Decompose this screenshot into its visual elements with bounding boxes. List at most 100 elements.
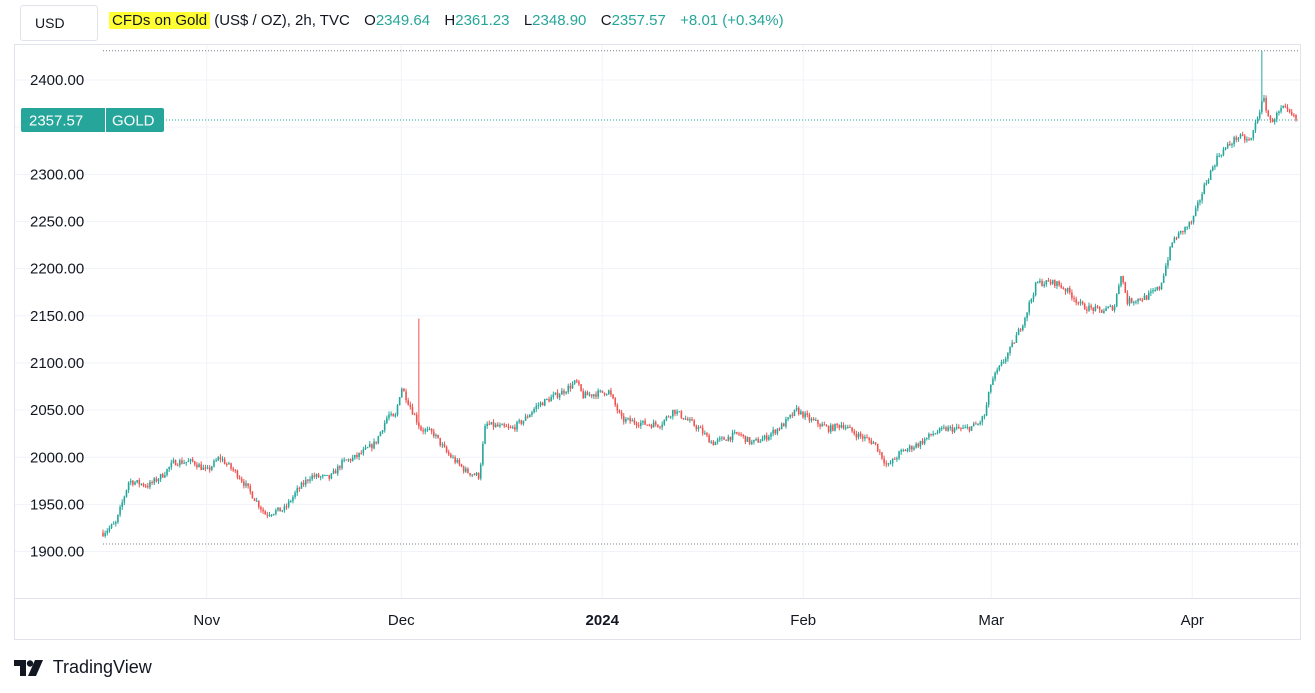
candle-body bbox=[247, 483, 249, 487]
candle-body bbox=[1133, 302, 1135, 304]
candle-body bbox=[669, 416, 672, 418]
candle-body bbox=[533, 408, 535, 413]
candle-body bbox=[1098, 307, 1101, 310]
candle-body bbox=[253, 498, 256, 502]
candle-body bbox=[208, 467, 211, 470]
candle-body bbox=[727, 436, 730, 441]
candle-body bbox=[1135, 301, 1137, 303]
candle-body bbox=[1013, 342, 1016, 344]
candle-body bbox=[678, 411, 681, 413]
candle-body bbox=[409, 404, 412, 407]
candle-body bbox=[266, 514, 269, 516]
candle-body bbox=[667, 416, 670, 418]
candle-body bbox=[800, 411, 802, 415]
candle-body bbox=[893, 458, 896, 460]
candle-body bbox=[108, 527, 111, 531]
candle-body bbox=[270, 514, 273, 516]
candle-body bbox=[371, 444, 373, 449]
candle-body bbox=[174, 460, 177, 466]
candle-body bbox=[443, 444, 446, 447]
candle-body bbox=[313, 475, 316, 477]
candle-body bbox=[115, 522, 117, 524]
candle-body bbox=[1261, 101, 1263, 113]
candle-body bbox=[191, 459, 194, 462]
candle-body bbox=[368, 444, 371, 448]
candle-body bbox=[196, 464, 198, 468]
candle-body bbox=[1231, 144, 1233, 146]
candle-body bbox=[223, 459, 226, 465]
tradingview-branding[interactable]: TradingView bbox=[14, 655, 152, 679]
candle-body bbox=[558, 394, 561, 398]
candle-body bbox=[311, 475, 313, 480]
candle-body bbox=[695, 425, 698, 429]
candle-body bbox=[776, 428, 779, 434]
candle-body bbox=[1275, 113, 1278, 120]
candle-body bbox=[1100, 309, 1103, 313]
candle-body bbox=[279, 507, 281, 512]
candle-body bbox=[236, 470, 239, 478]
candle-body bbox=[386, 417, 388, 423]
candle-body bbox=[445, 446, 448, 453]
currency-selector[interactable]: USD bbox=[20, 5, 98, 41]
candle-body bbox=[561, 390, 563, 395]
candle-body bbox=[200, 464, 202, 470]
candle-body bbox=[748, 437, 751, 444]
candle-body bbox=[358, 452, 360, 458]
symbol-name[interactable]: CFDs on Gold bbox=[109, 12, 211, 29]
candle-body bbox=[550, 397, 552, 402]
candle-body bbox=[1045, 280, 1048, 285]
candle-body bbox=[168, 466, 170, 470]
candle-body bbox=[304, 479, 307, 485]
candle-body bbox=[770, 433, 772, 437]
candle-body bbox=[847, 426, 849, 428]
candle-body bbox=[938, 428, 941, 433]
candle-body bbox=[983, 415, 986, 417]
candle-body bbox=[819, 424, 821, 427]
candle-body bbox=[383, 422, 386, 431]
candle-body bbox=[1007, 352, 1009, 359]
candle-body bbox=[1286, 107, 1289, 110]
time-tick-label: Nov bbox=[193, 612, 220, 629]
candle-body bbox=[789, 414, 792, 418]
candle-body bbox=[554, 392, 557, 395]
candle-body bbox=[556, 392, 559, 398]
candle-body bbox=[422, 430, 424, 432]
candle-body bbox=[691, 419, 693, 421]
candle-body bbox=[471, 474, 474, 476]
candle-body bbox=[644, 420, 646, 425]
candle-body bbox=[454, 457, 456, 463]
candle-body bbox=[697, 427, 700, 429]
candle-body bbox=[1147, 292, 1150, 300]
candle-body bbox=[625, 418, 627, 422]
candle-body bbox=[136, 480, 138, 483]
candle-body bbox=[441, 444, 444, 446]
candle-body bbox=[1034, 282, 1037, 295]
candle-body bbox=[1165, 265, 1167, 276]
candle-body bbox=[851, 427, 853, 432]
price-tick-label: 2100.00 bbox=[30, 355, 84, 372]
price-axis[interactable]: 1900.00 1950.00 2000.00 2050.00 2100.00 2150.… bbox=[30, 72, 84, 561]
candle-body bbox=[511, 427, 514, 429]
candle-body bbox=[580, 384, 582, 392]
time-tick-label: Dec bbox=[388, 612, 415, 629]
candle-body bbox=[1295, 115, 1297, 120]
price-tick-label: 1900.00 bbox=[30, 544, 84, 561]
candle-body bbox=[746, 437, 749, 442]
candle-body bbox=[958, 426, 960, 429]
candle-body bbox=[810, 418, 813, 421]
candle-body bbox=[330, 473, 333, 479]
candles[interactable] bbox=[102, 50, 1297, 538]
candle-body bbox=[1235, 137, 1238, 140]
time-axis[interactable]: Nov Dec 2024 Feb Mar Apr bbox=[193, 612, 1204, 629]
candle-body bbox=[791, 414, 794, 416]
candle-body bbox=[484, 425, 486, 444]
candle-body bbox=[1192, 215, 1195, 223]
candle-body bbox=[887, 463, 890, 465]
candle-body bbox=[215, 460, 217, 462]
low-value: 2348.90 bbox=[532, 12, 587, 29]
candle-body bbox=[1130, 298, 1133, 303]
candle-body bbox=[817, 419, 819, 425]
candle-body bbox=[1077, 302, 1080, 304]
candle-body bbox=[460, 464, 463, 467]
